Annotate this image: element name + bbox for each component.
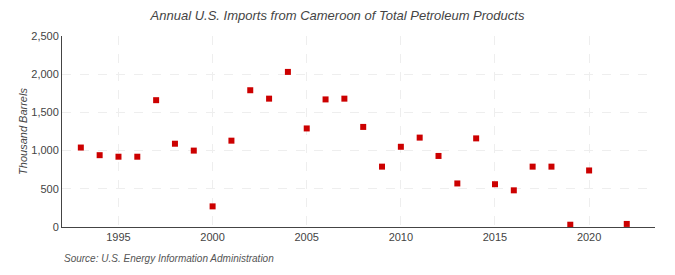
svg-text:2,000: 2,000 — [31, 68, 59, 80]
svg-text:2,500: 2,500 — [31, 30, 59, 42]
svg-text:Thousand Barrels: Thousand Barrels — [17, 88, 29, 175]
svg-text:2010: 2010 — [389, 231, 413, 243]
svg-text:2015: 2015 — [483, 231, 507, 243]
svg-text:2020: 2020 — [577, 231, 601, 243]
svg-text:0: 0 — [53, 221, 59, 233]
svg-text:500: 500 — [40, 183, 58, 195]
svg-text:1,000: 1,000 — [31, 144, 59, 156]
svg-text:Source: U.S. Energy Informatio: Source: U.S. Energy Information Administ… — [64, 253, 274, 264]
svg-text:2000: 2000 — [200, 231, 224, 243]
svg-text:2005: 2005 — [294, 231, 318, 243]
svg-text:1,500: 1,500 — [31, 106, 59, 118]
svg-text:1995: 1995 — [106, 231, 130, 243]
svg-text:Annual U.S. Imports from Camer: Annual U.S. Imports from Cameroon of Tot… — [150, 8, 525, 23]
